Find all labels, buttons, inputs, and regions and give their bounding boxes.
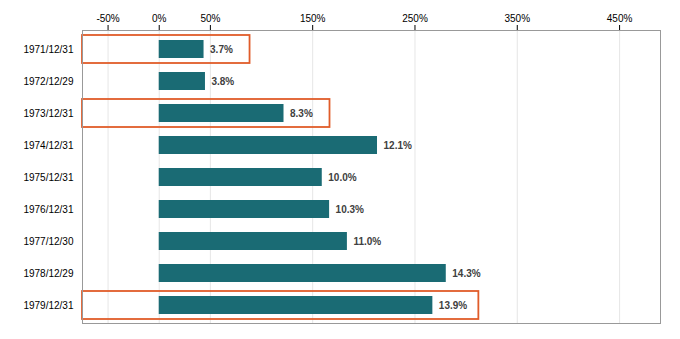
svg-text:8.3%8.3: 8.3%8.3 [290,108,313,119]
svg-text:1972/12/29: 1972/12/29 [23,76,73,87]
svg-text:3.8%3.8: 3.8%3.8 [211,76,234,87]
svg-text:1974/12/31: 1974/12/31 [23,140,73,151]
svg-text:1971/12/31: 1971/12/31 [23,44,73,55]
svg-text:1976/12/31: 1976/12/31 [23,204,73,215]
svg-text:350%: 350% [504,13,530,24]
svg-text:1979/12/31: 1979/12/31 [23,300,73,311]
svg-text:12.1%12.1: 12.1%12.1 [384,140,412,151]
svg-text:1973/12/31: 1973/12/31 [23,108,73,119]
svg-text:1978/12/29: 1978/12/29 [23,268,73,279]
svg-text:150%: 150% [300,13,326,24]
svg-text:10.3%10.3: 10.3%10.3 [336,204,364,215]
svg-text:450%: 450% [607,13,633,24]
svg-text:10.0%10: 10.0%10 [328,172,356,183]
svg-text:-50%: -50% [96,13,119,24]
svg-text:250%: 250% [402,13,428,24]
svg-text:14.3%14.3: 14.3%14.3 [452,268,480,279]
svg-text:50%: 50% [200,13,220,24]
svg-text:0%: 0% [152,13,167,24]
svg-text:3.7%3.7: 3.7%3.7 [210,44,233,55]
svg-text:1977/12/30: 1977/12/30 [23,236,73,247]
svg-text:11.0%11: 11.0%11 [353,236,381,247]
svg-text:13.9%13.9: 13.9%13.9 [439,300,467,311]
svg-text:1975/12/31: 1975/12/31 [23,172,73,183]
